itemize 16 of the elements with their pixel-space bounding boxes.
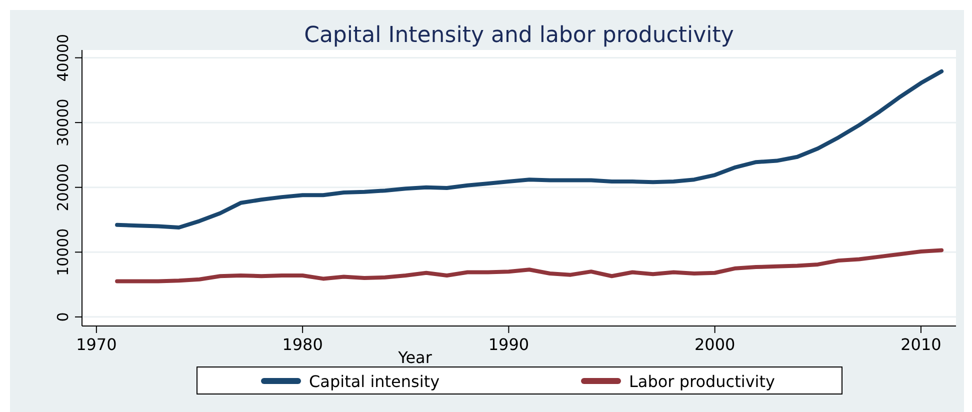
y-tick-label: 40000 [54, 34, 72, 82]
legend-label: Labor productivity [629, 372, 775, 391]
x-tick-label: 2010 [900, 335, 942, 354]
x-tick-label: 1980 [282, 335, 323, 354]
line-series [115, 248, 944, 284]
y-tick-label: 0 [54, 312, 72, 322]
x-tick-label: 1970 [76, 335, 117, 354]
legend-label: Capital intensity [309, 372, 440, 391]
x-tick-label: 1990 [488, 335, 530, 354]
y-tick-label: 10000 [54, 228, 72, 276]
y-tick-label: 20000 [54, 163, 72, 212]
chart-title: Capital Intensity and labor productivity [304, 23, 734, 48]
x-tick-label: 2000 [694, 335, 736, 354]
y-tick-label: 30000 [54, 98, 72, 146]
x-axis-title: Year [397, 348, 432, 367]
line-series [115, 69, 944, 230]
